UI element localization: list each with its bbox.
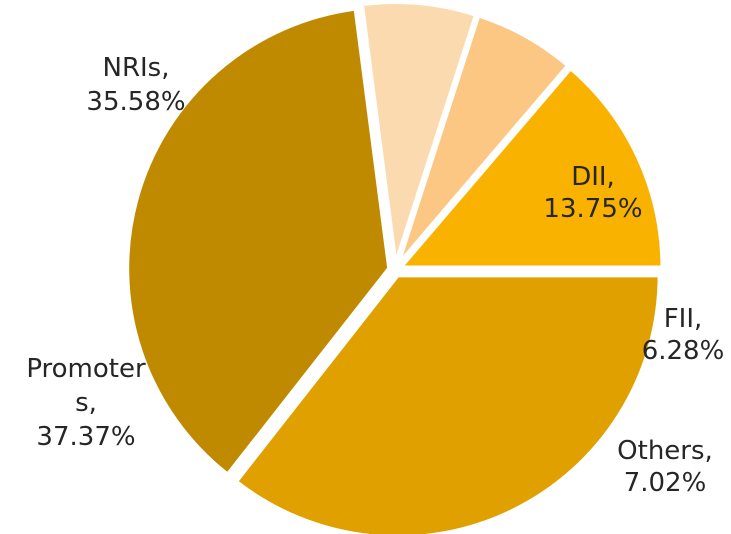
pie-label-promoters: Promoter s, 37.37% — [26, 354, 146, 452]
pie-slices — [125, 0, 665, 534]
pie-label-line: 7.02% — [624, 468, 707, 498]
pie-slice-promoters — [125, 6, 392, 477]
pie-label-line: NRIs, — [103, 53, 170, 83]
pie-label-fii: FII, 6.28% — [642, 304, 725, 366]
pie-slice-nris — [234, 273, 662, 534]
pie-label-line: 13.75% — [543, 194, 642, 224]
pie-label-line: Others, — [617, 436, 713, 466]
pie-label-line: s, — [75, 388, 97, 418]
pie-label-others: Others, 7.02% — [617, 436, 713, 498]
pie-label-line: DII, — [571, 162, 615, 192]
pie-label-nris: NRIs, 35.58% — [86, 53, 185, 117]
pie-label-line: 6.28% — [642, 336, 725, 366]
pie-labels: DII, 13.75% FII, 6.28% Others, 7.02% Promoter s… — [26, 53, 724, 498]
pie-label-dii: DII, 13.75% — [543, 162, 642, 224]
pie-slice-dii — [398, 66, 665, 270]
pie-slice-fii — [395, 13, 571, 267]
pie-label-line: Promoter — [26, 354, 146, 384]
pie-label-line: 35.58% — [86, 87, 185, 117]
pie-label-line: 37.37% — [36, 422, 135, 452]
pie-slice-others — [359, 0, 479, 267]
pie-label-line: FII, — [664, 304, 703, 334]
